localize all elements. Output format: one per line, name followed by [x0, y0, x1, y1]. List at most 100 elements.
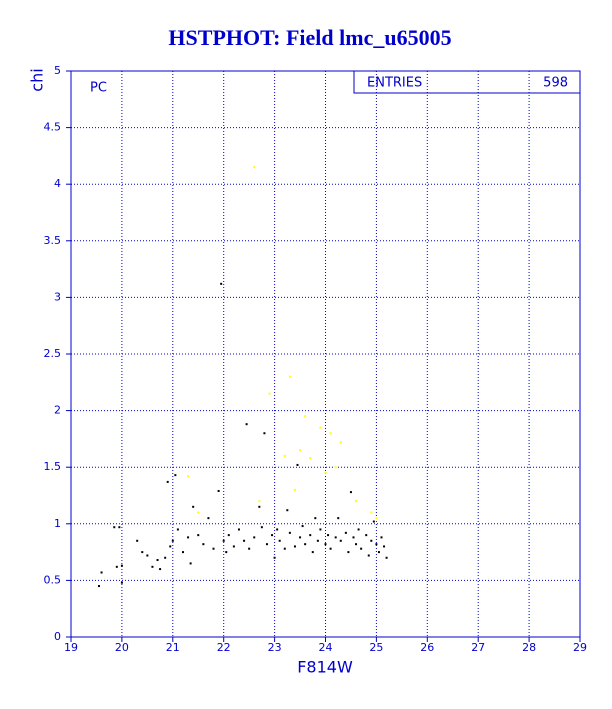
point — [339, 441, 342, 444]
point — [314, 517, 317, 520]
y-tick-label: 1.5 — [44, 460, 62, 473]
x-tick-label: 28 — [522, 641, 536, 654]
point — [120, 564, 123, 567]
point — [258, 505, 261, 508]
y-tick-label: 0 — [54, 630, 61, 643]
x-tick-label: 29 — [573, 641, 587, 654]
point — [237, 528, 240, 531]
point — [118, 526, 121, 529]
y-tick-label: 4.5 — [44, 121, 62, 134]
point — [304, 543, 307, 546]
point — [385, 556, 388, 559]
point — [375, 543, 378, 546]
point — [380, 536, 383, 539]
point — [352, 536, 355, 539]
point — [115, 565, 118, 568]
point — [283, 454, 286, 457]
point — [189, 562, 192, 565]
point — [192, 505, 195, 508]
point — [370, 511, 373, 514]
point — [324, 471, 327, 474]
point — [293, 488, 296, 491]
point — [334, 466, 337, 469]
point — [276, 528, 279, 531]
point — [174, 474, 177, 477]
stats-value: 598 — [543, 76, 568, 91]
x-axis-label: F814W — [297, 658, 353, 677]
point — [370, 539, 373, 542]
point — [164, 556, 167, 559]
y-tick-label: 2.5 — [44, 347, 62, 360]
point — [309, 534, 312, 537]
point — [181, 551, 184, 554]
point — [227, 534, 230, 537]
point — [316, 539, 319, 542]
point — [146, 554, 149, 557]
point — [151, 565, 154, 568]
point — [187, 475, 190, 478]
x-tick-label: 24 — [319, 641, 333, 654]
point — [365, 534, 368, 537]
y-tick-label: 0.5 — [44, 573, 62, 586]
point — [100, 571, 103, 574]
point — [113, 526, 116, 529]
x-tick-label: 27 — [471, 641, 485, 654]
point — [176, 528, 179, 531]
point — [377, 551, 380, 554]
point — [299, 536, 302, 539]
point — [268, 392, 271, 395]
point — [169, 545, 172, 548]
point — [232, 545, 235, 548]
y-tick-label: 2 — [54, 404, 61, 417]
point — [225, 551, 228, 554]
point — [288, 531, 291, 534]
point — [324, 543, 327, 546]
point — [212, 547, 215, 550]
point — [271, 534, 274, 537]
point — [245, 423, 248, 426]
point — [337, 517, 340, 520]
point — [360, 547, 363, 550]
point — [286, 509, 289, 512]
chart-title: HSTPHOT: Field lmc_u65005 — [168, 25, 451, 50]
annotation: PC — [90, 81, 107, 96]
point — [327, 534, 330, 537]
point — [253, 166, 256, 169]
x-tick-label: 22 — [217, 641, 231, 654]
x-tick-label: 25 — [369, 641, 383, 654]
x-tick-label: 23 — [268, 641, 282, 654]
point — [299, 449, 302, 452]
point — [319, 426, 322, 429]
point — [355, 500, 358, 503]
point — [296, 463, 299, 466]
point — [283, 547, 286, 550]
point — [265, 543, 268, 546]
x-tick-label: 19 — [64, 641, 78, 654]
point — [159, 568, 162, 571]
point — [349, 491, 352, 494]
point — [222, 539, 225, 542]
point — [156, 559, 159, 562]
point — [136, 539, 139, 542]
point — [217, 489, 220, 492]
point — [197, 534, 200, 537]
point — [319, 528, 322, 531]
point — [278, 539, 281, 542]
point — [355, 543, 358, 546]
point — [344, 531, 347, 534]
point — [288, 375, 291, 378]
point — [383, 545, 386, 548]
y-tick-label: 3.5 — [44, 234, 62, 247]
point — [309, 457, 312, 460]
point — [304, 415, 307, 418]
y-tick-label: 1 — [54, 517, 61, 530]
point — [329, 432, 332, 435]
y-tick-label: 5 — [54, 64, 61, 77]
point — [372, 520, 375, 523]
point — [339, 539, 342, 542]
x-tick-label: 26 — [420, 641, 434, 654]
point — [253, 536, 256, 539]
point — [347, 551, 350, 554]
stats-label: ENTRIES — [367, 76, 422, 91]
